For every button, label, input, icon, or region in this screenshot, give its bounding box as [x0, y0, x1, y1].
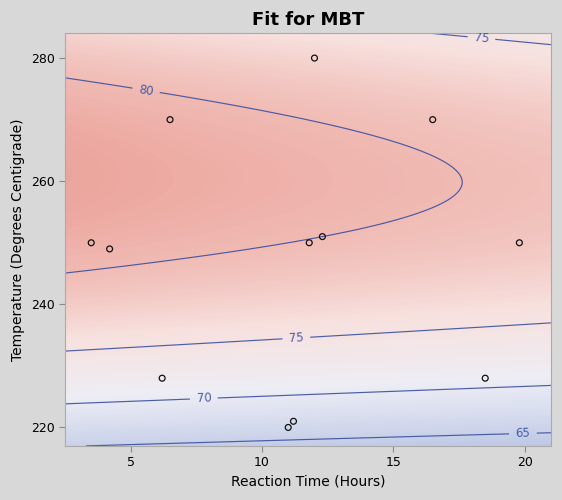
- Point: [158, 374, 167, 382]
- Text: 65: 65: [515, 427, 531, 440]
- Point: [318, 232, 327, 240]
- Text: 75: 75: [473, 31, 490, 46]
- Text: 70: 70: [196, 392, 211, 406]
- Point: [284, 424, 293, 432]
- Title: Fit for MBT: Fit for MBT: [252, 11, 364, 29]
- Point: [289, 418, 298, 426]
- Point: [481, 374, 490, 382]
- Point: [515, 239, 524, 247]
- Point: [428, 116, 437, 124]
- Point: [310, 54, 319, 62]
- Point: [87, 239, 96, 247]
- Y-axis label: Temperature (Degrees Centigrade): Temperature (Degrees Centigrade): [11, 118, 25, 361]
- Text: 80: 80: [138, 82, 155, 98]
- Text: 75: 75: [288, 331, 304, 345]
- Point: [305, 239, 314, 247]
- Point: [166, 116, 175, 124]
- X-axis label: Reaction Time (Hours): Reaction Time (Hours): [230, 475, 385, 489]
- Point: [105, 245, 114, 253]
